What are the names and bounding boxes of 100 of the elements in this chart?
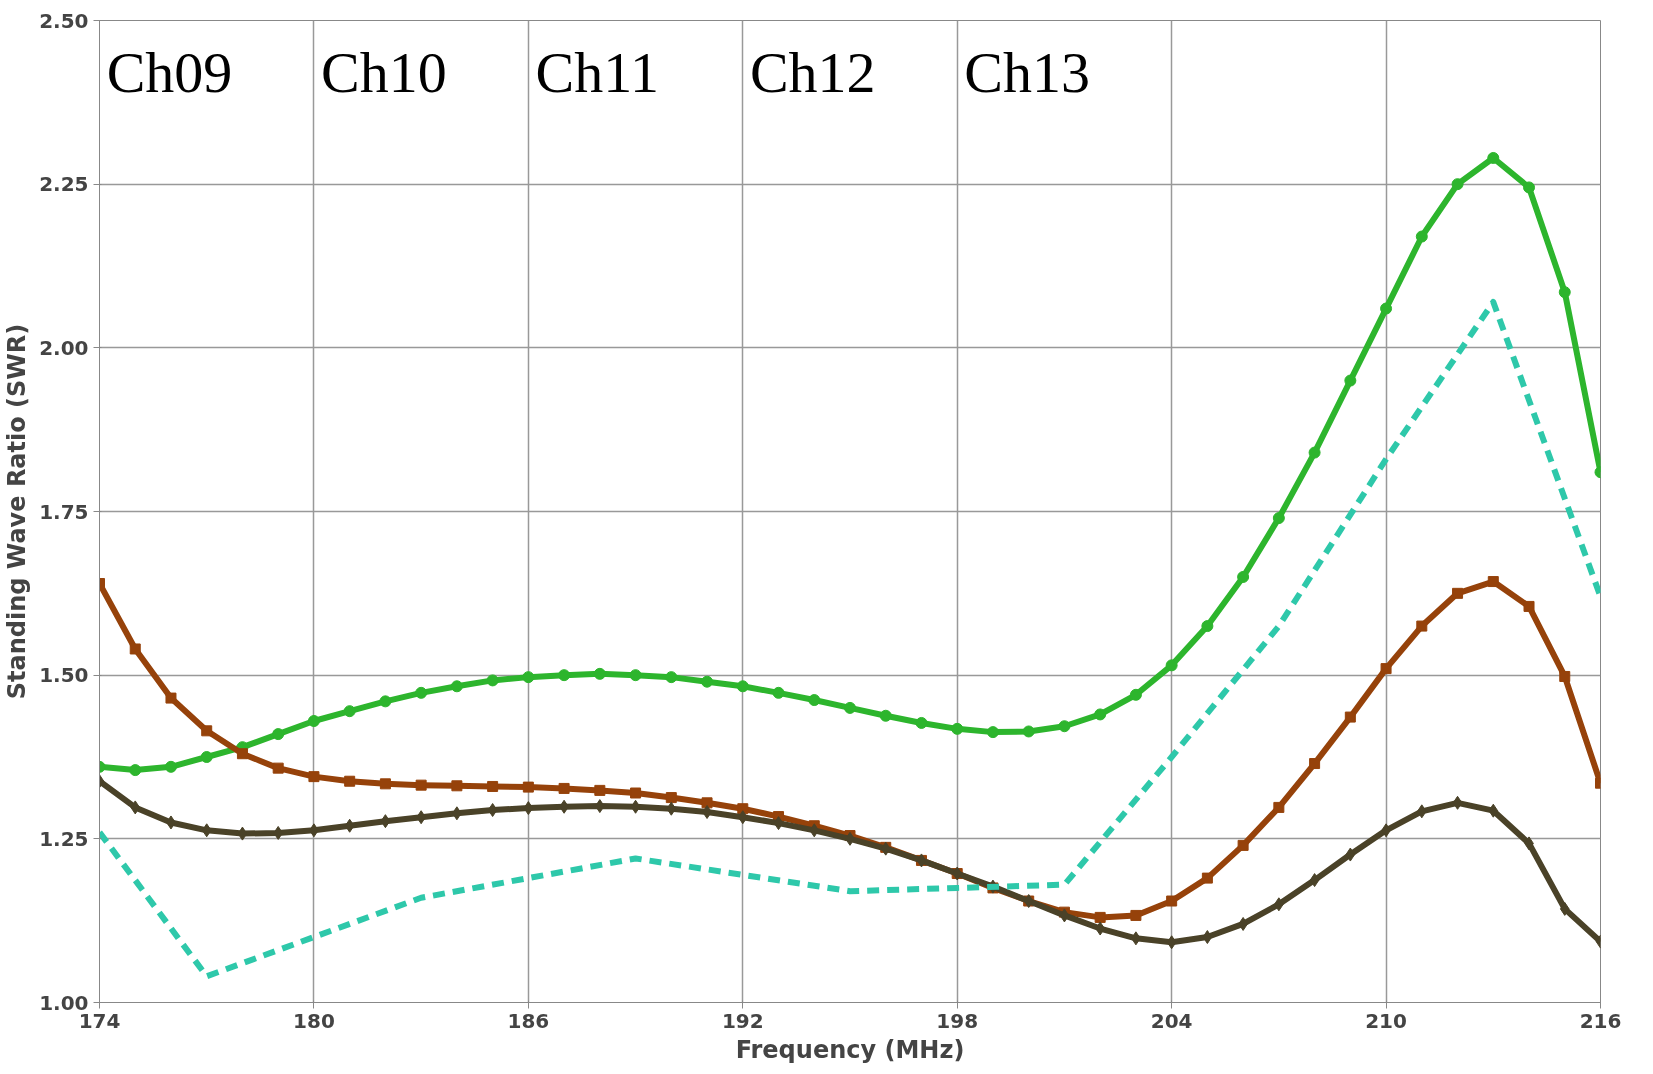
point — [809, 823, 820, 838]
point — [272, 728, 285, 741]
point — [1237, 839, 1249, 851]
point — [1416, 804, 1427, 819]
annotation: Ch12 — [749, 40, 876, 106]
point — [379, 778, 391, 790]
point — [844, 701, 856, 714]
point — [1487, 576, 1499, 588]
point — [1165, 659, 1178, 672]
point — [130, 800, 141, 815]
point — [701, 797, 713, 809]
point — [1202, 930, 1213, 945]
annotation: Ch13 — [964, 40, 1091, 106]
point — [1380, 302, 1393, 315]
point — [630, 799, 641, 814]
point — [236, 748, 248, 760]
point — [1558, 286, 1571, 299]
x-tick-label: 180 — [293, 1008, 335, 1033]
point — [1309, 758, 1321, 770]
point — [594, 784, 606, 796]
point — [736, 680, 749, 693]
point — [629, 669, 642, 682]
y-tick-label: 1.75 — [39, 499, 89, 524]
point — [772, 686, 785, 699]
point — [665, 671, 678, 684]
y-tick-label: 1.50 — [39, 663, 89, 688]
point — [486, 674, 499, 687]
point — [1523, 600, 1535, 612]
point — [200, 751, 213, 763]
point — [808, 694, 821, 707]
point — [1380, 663, 1392, 675]
x-tick-label: 216 — [1579, 1008, 1622, 1033]
point — [273, 825, 284, 840]
point — [164, 760, 177, 773]
point — [1452, 587, 1464, 599]
point — [1523, 181, 1536, 194]
point — [1094, 911, 1106, 923]
point — [1166, 935, 1177, 950]
point — [665, 792, 677, 804]
point — [522, 781, 534, 793]
point — [1129, 688, 1142, 701]
point — [1345, 847, 1356, 862]
point — [415, 686, 428, 699]
point — [379, 695, 392, 708]
x-axis-title: Frequency (MHz) — [735, 1035, 965, 1064]
x-tick-label: 204 — [1150, 1008, 1193, 1033]
point — [1166, 895, 1178, 907]
point — [308, 771, 320, 783]
point — [380, 814, 391, 829]
point — [415, 779, 427, 791]
x-tick-label: 186 — [507, 1008, 550, 1033]
point — [1130, 909, 1142, 921]
y-axis-title: Standing Wave Ratio (SWR) — [3, 323, 32, 700]
point — [1309, 873, 1320, 888]
point — [1201, 620, 1214, 633]
point — [1559, 670, 1571, 682]
point — [630, 787, 642, 799]
point — [1059, 908, 1070, 923]
point — [1094, 708, 1107, 721]
point — [523, 801, 534, 816]
point — [307, 715, 320, 727]
point — [1559, 901, 1570, 916]
x-tick-label: 192 — [721, 1008, 764, 1033]
point — [344, 775, 356, 787]
x-tick-label: 210 — [1365, 1008, 1407, 1033]
point — [773, 816, 784, 831]
point — [201, 725, 213, 737]
point — [1273, 801, 1285, 813]
y-tick-label: 1.00 — [39, 990, 89, 1015]
point — [1452, 795, 1463, 810]
x-tick-label: 198 — [936, 1008, 979, 1033]
point — [1344, 711, 1356, 723]
point — [1451, 178, 1464, 191]
annotation: Ch10 — [321, 40, 447, 106]
point — [701, 675, 714, 688]
point — [165, 692, 177, 704]
point — [558, 782, 570, 794]
point — [1308, 446, 1321, 459]
point — [951, 722, 964, 735]
point — [879, 709, 892, 722]
point — [737, 810, 748, 825]
y-tick-label: 2.50 — [39, 8, 89, 33]
y-tick-label: 2.25 — [39, 172, 89, 197]
point — [272, 762, 284, 774]
point — [450, 680, 463, 693]
y-tick-label: 1.25 — [39, 826, 89, 851]
point — [487, 803, 498, 818]
point — [237, 826, 248, 841]
point — [344, 818, 355, 833]
point — [343, 705, 356, 718]
point — [1416, 620, 1428, 632]
point — [129, 643, 141, 655]
point — [1415, 230, 1428, 243]
point — [201, 823, 212, 838]
point — [451, 780, 463, 792]
point — [522, 671, 535, 684]
point — [487, 780, 499, 792]
y-tick-label: 2.00 — [39, 335, 89, 360]
point — [1344, 374, 1357, 387]
point — [129, 764, 142, 777]
